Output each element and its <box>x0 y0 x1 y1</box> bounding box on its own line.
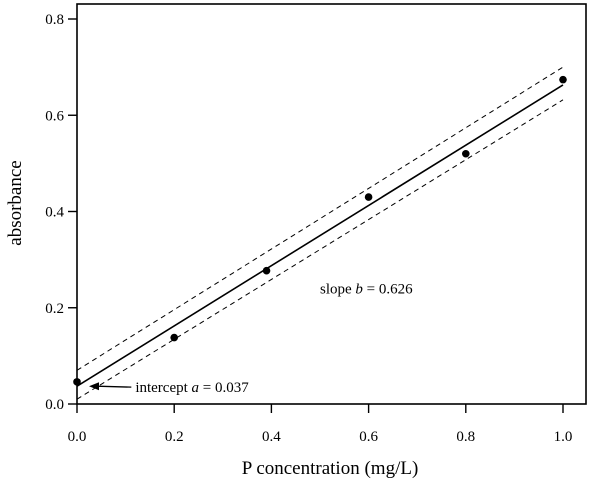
data-point <box>170 333 178 342</box>
data-point <box>73 378 81 386</box>
confidence-band-lower <box>76 99 564 400</box>
x-tick-label: 0.8 <box>456 429 475 445</box>
fit-line-group <box>76 84 564 387</box>
y-tick-label: 0.8 <box>45 12 64 28</box>
y-axis-label: absorbance <box>5 160 26 245</box>
data-point <box>462 149 470 158</box>
fit-line <box>76 84 564 387</box>
x-tick-label: 0.6 <box>359 429 378 445</box>
annotations: slope b = 0.626 intercept a = 0.037 <box>89 282 413 396</box>
data-point <box>559 75 567 84</box>
data-point <box>262 266 271 275</box>
x-tick-label: 0.0 <box>68 429 87 445</box>
y-tick-label: 0.2 <box>45 301 64 317</box>
intercept-arrow-shaft <box>96 385 132 388</box>
intercept-annotation: intercept a = 0.037 <box>135 380 249 396</box>
y-tick-label: 0.4 <box>45 205 64 221</box>
x-axis-label: P concentration (mg/L) <box>242 458 419 479</box>
data-point <box>364 193 373 201</box>
confidence-bands <box>76 66 564 400</box>
intercept-arrow-head <box>89 382 99 391</box>
data-points <box>73 75 567 386</box>
y-axis-ticks: 0.0 0.2 0.4 0.6 0.8 <box>45 12 77 413</box>
x-tick-label: 0.2 <box>165 429 184 445</box>
x-axis-ticks: 0.0 0.2 0.4 0.6 0.8 1.0 <box>68 404 573 445</box>
y-tick-label: 0.6 <box>45 108 64 124</box>
x-tick-label: 0.4 <box>262 429 281 445</box>
y-tick-label: 0.0 <box>45 397 64 413</box>
slope-annotation: slope b = 0.626 <box>320 282 413 298</box>
x-tick-label: 1.0 <box>554 429 573 445</box>
confidence-band-upper <box>76 66 564 371</box>
plot-frame <box>76 3 587 405</box>
